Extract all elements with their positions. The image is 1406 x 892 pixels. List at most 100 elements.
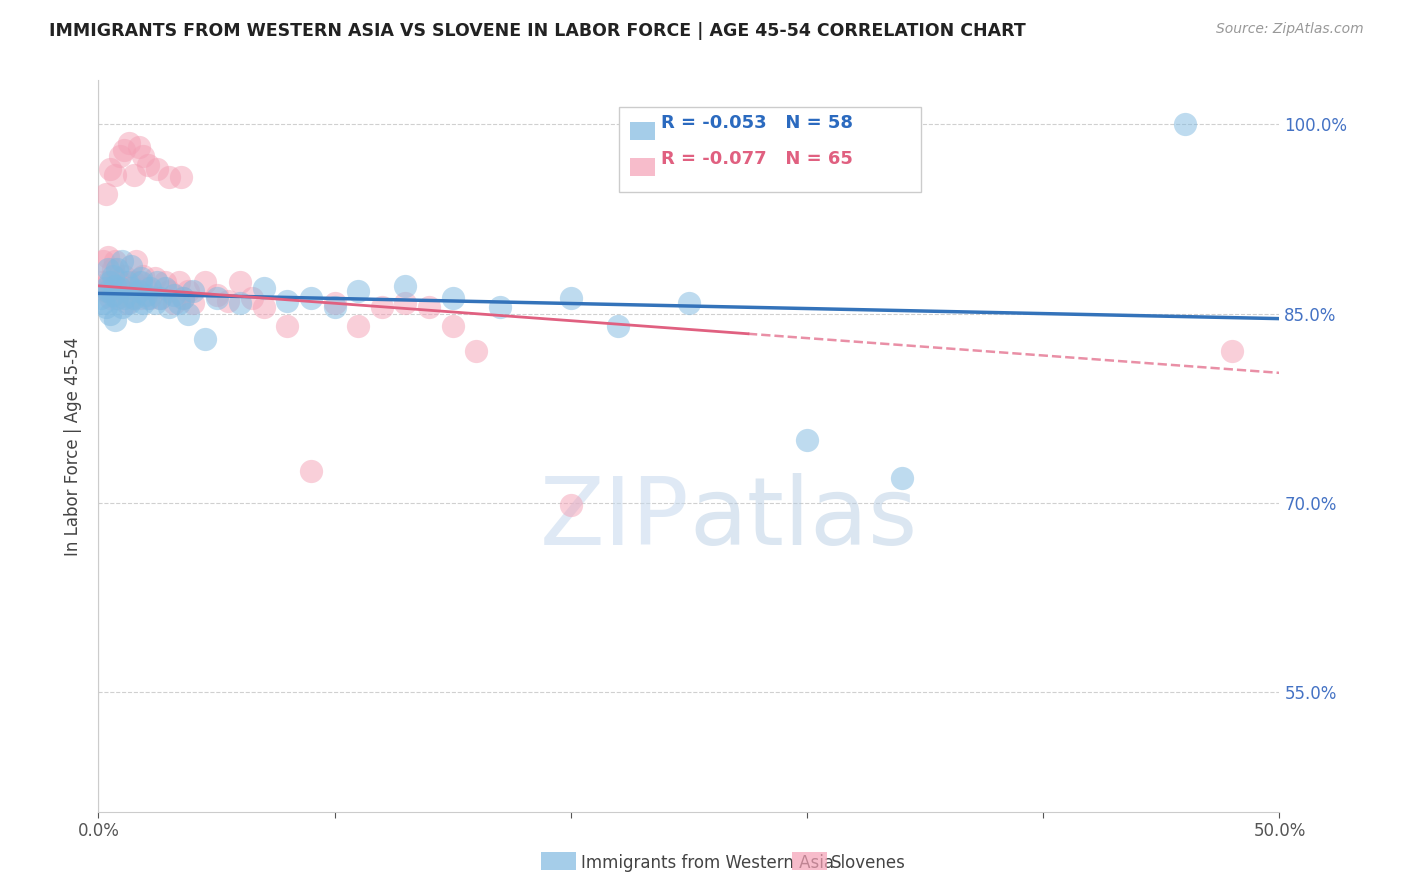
Point xyxy=(135,281,157,295)
Point xyxy=(94,284,117,298)
Text: R = -0.053   N = 58: R = -0.053 N = 58 xyxy=(661,114,853,132)
Point xyxy=(105,292,128,306)
Point xyxy=(112,143,135,157)
Point xyxy=(121,292,143,306)
Y-axis label: In Labor Force | Age 45-54: In Labor Force | Age 45-54 xyxy=(65,336,83,556)
Point xyxy=(118,136,141,151)
Point xyxy=(229,296,252,310)
Point xyxy=(139,292,162,306)
Point xyxy=(121,281,143,295)
Point xyxy=(97,262,120,277)
Point xyxy=(217,293,239,308)
Point xyxy=(98,161,121,176)
Point xyxy=(149,292,172,306)
Point xyxy=(1220,344,1243,359)
Point xyxy=(136,292,159,306)
Point xyxy=(441,319,464,334)
Point xyxy=(167,296,190,310)
Point xyxy=(205,287,228,301)
Point xyxy=(112,268,135,283)
Point xyxy=(153,275,176,289)
Point xyxy=(163,287,186,301)
Text: ZIP: ZIP xyxy=(540,473,689,566)
Text: Immigrants from Western Asia: Immigrants from Western Asia xyxy=(581,854,834,871)
Point xyxy=(276,319,298,334)
Point xyxy=(229,275,252,289)
Point xyxy=(97,275,120,289)
Point xyxy=(299,464,322,478)
Point xyxy=(796,433,818,447)
Point xyxy=(112,292,135,306)
Point xyxy=(94,186,117,201)
Text: IMMIGRANTS FROM WESTERN ASIA VS SLOVENE IN LABOR FORCE | AGE 45-54 CORRELATION C: IMMIGRANTS FROM WESTERN ASIA VS SLOVENE … xyxy=(49,22,1026,40)
Point xyxy=(125,253,148,268)
Point xyxy=(157,284,180,298)
Point xyxy=(371,300,394,314)
Point xyxy=(128,140,150,154)
Point xyxy=(323,300,346,314)
Point xyxy=(172,292,194,306)
Point xyxy=(118,275,141,289)
Point xyxy=(115,296,138,310)
Point xyxy=(177,307,200,321)
Point xyxy=(157,170,180,185)
Point xyxy=(489,300,512,314)
Point xyxy=(194,275,217,289)
Point xyxy=(105,292,128,306)
Point xyxy=(157,300,180,314)
Point xyxy=(172,292,194,306)
Point xyxy=(132,268,155,283)
Point xyxy=(143,271,166,285)
Point xyxy=(91,253,114,268)
Point xyxy=(181,284,204,298)
Point xyxy=(111,300,134,314)
Point xyxy=(105,271,128,285)
Point xyxy=(108,281,131,295)
Point xyxy=(118,296,141,310)
Point xyxy=(122,275,145,289)
Point xyxy=(105,262,128,277)
Point xyxy=(128,284,150,298)
Point xyxy=(149,292,172,306)
Point xyxy=(146,161,169,176)
Point xyxy=(181,296,204,310)
Point xyxy=(125,304,148,318)
Point xyxy=(146,275,169,289)
Point xyxy=(418,300,440,314)
Point xyxy=(136,158,159,172)
Point xyxy=(253,300,276,314)
Point xyxy=(98,275,121,289)
Point xyxy=(94,300,117,314)
Point xyxy=(111,253,134,268)
Text: atlas: atlas xyxy=(689,473,917,566)
Point xyxy=(98,307,121,321)
Point xyxy=(122,168,145,182)
Point xyxy=(240,292,263,306)
Point xyxy=(347,284,370,298)
Point xyxy=(132,149,155,163)
Point xyxy=(890,470,912,484)
Point xyxy=(104,278,127,293)
Point xyxy=(347,319,370,334)
Point xyxy=(122,292,145,306)
Point xyxy=(276,293,298,308)
Point xyxy=(560,498,582,512)
Point xyxy=(129,292,152,306)
Point xyxy=(299,292,322,306)
Point xyxy=(394,278,416,293)
Point xyxy=(253,281,276,295)
Point xyxy=(111,284,134,298)
Point xyxy=(97,284,120,298)
Point xyxy=(194,332,217,346)
Text: R = -0.077   N = 65: R = -0.077 N = 65 xyxy=(661,150,852,168)
Point xyxy=(135,287,157,301)
Point xyxy=(104,168,127,182)
Point xyxy=(104,278,127,293)
Point xyxy=(205,292,228,306)
Point xyxy=(104,313,127,327)
Point xyxy=(465,344,488,359)
Point xyxy=(104,253,127,268)
Text: Slovenes: Slovenes xyxy=(831,854,905,871)
Point xyxy=(115,275,138,289)
Point xyxy=(94,281,117,295)
